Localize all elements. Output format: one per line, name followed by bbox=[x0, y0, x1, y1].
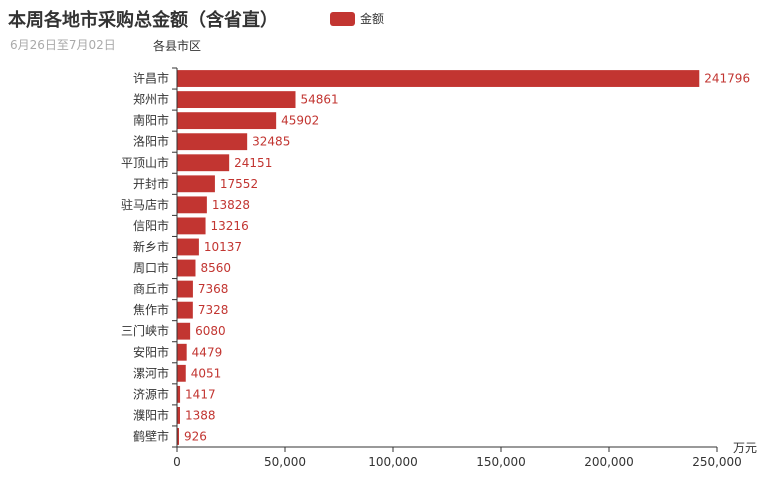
chart-title: 本周各地市采购总金额（含省直） bbox=[8, 10, 278, 31]
category-label: 安阳市 bbox=[133, 344, 169, 359]
category-label: 焦作市 bbox=[133, 302, 169, 317]
x-tick-label: 100,000 bbox=[368, 455, 418, 469]
bar bbox=[177, 238, 199, 256]
data-label: 7328 bbox=[198, 303, 229, 317]
data-label: 241796 bbox=[704, 72, 750, 86]
chart-subtitle: 6月26日至7月02日 bbox=[10, 38, 116, 52]
category-label: 信阳市 bbox=[133, 218, 169, 233]
bar bbox=[177, 301, 193, 319]
x-tick-label: 0 bbox=[173, 455, 181, 469]
bar bbox=[177, 70, 700, 87]
bar bbox=[177, 112, 277, 130]
data-label: 24151 bbox=[234, 156, 272, 170]
x-tick-label: 250,000 bbox=[692, 455, 742, 469]
bar bbox=[177, 91, 296, 109]
x-tick-label: 200,000 bbox=[584, 455, 634, 469]
x-tick-label: 150,000 bbox=[476, 455, 526, 469]
data-label: 1388 bbox=[185, 408, 216, 422]
category-label: 濮阳市 bbox=[133, 407, 169, 422]
data-label: 4479 bbox=[192, 345, 223, 359]
category-label: 漯河市 bbox=[133, 365, 169, 380]
legend-swatch bbox=[330, 11, 355, 26]
category-label: 济源市 bbox=[133, 386, 169, 401]
category-label: 开封市 bbox=[133, 176, 169, 191]
data-label: 32485 bbox=[252, 135, 290, 149]
bar bbox=[177, 322, 191, 340]
data-label: 926 bbox=[184, 429, 207, 443]
bar bbox=[177, 133, 248, 151]
category-label: 郑州市 bbox=[133, 92, 169, 107]
category-label: 新乡市 bbox=[133, 239, 169, 254]
bar bbox=[177, 217, 206, 235]
data-label: 13216 bbox=[211, 219, 249, 233]
bar bbox=[177, 428, 180, 445]
bar bbox=[177, 406, 180, 424]
category-label: 南阳市 bbox=[133, 113, 169, 128]
x-tick-label: 50,000 bbox=[264, 455, 306, 469]
bar bbox=[177, 385, 181, 403]
legend-label: 金额 bbox=[360, 12, 385, 26]
category-label: 平顶山市 bbox=[121, 155, 169, 170]
bar bbox=[177, 259, 196, 277]
bar bbox=[177, 175, 215, 193]
category-label: 三门峡市 bbox=[121, 323, 169, 338]
data-label: 6080 bbox=[195, 324, 226, 338]
bar bbox=[177, 343, 187, 361]
data-label: 54861 bbox=[300, 93, 338, 107]
y-axis-name: 各县市区 bbox=[153, 38, 201, 53]
data-label: 4051 bbox=[191, 366, 222, 380]
bar bbox=[177, 364, 186, 382]
category-label: 鹤壁市 bbox=[133, 428, 169, 443]
data-label: 7368 bbox=[198, 282, 229, 296]
x-axis-name: 万元 bbox=[733, 441, 757, 455]
data-label: 1417 bbox=[185, 387, 216, 401]
legend[interactable]: 金额 bbox=[330, 10, 384, 27]
data-label: 8560 bbox=[200, 261, 231, 275]
category-label: 许昌市 bbox=[133, 71, 169, 86]
category-label: 洛阳市 bbox=[133, 134, 169, 149]
data-label: 45902 bbox=[281, 114, 319, 128]
category-label: 驻马店市 bbox=[121, 197, 169, 212]
data-label: 10137 bbox=[204, 240, 242, 254]
data-label: 17552 bbox=[220, 177, 258, 191]
bar bbox=[177, 196, 207, 214]
bar bbox=[177, 280, 193, 298]
data-label: 13828 bbox=[212, 198, 250, 212]
bar bbox=[177, 154, 230, 172]
category-label: 商丘市 bbox=[133, 281, 169, 296]
category-label: 周口市 bbox=[133, 260, 169, 275]
